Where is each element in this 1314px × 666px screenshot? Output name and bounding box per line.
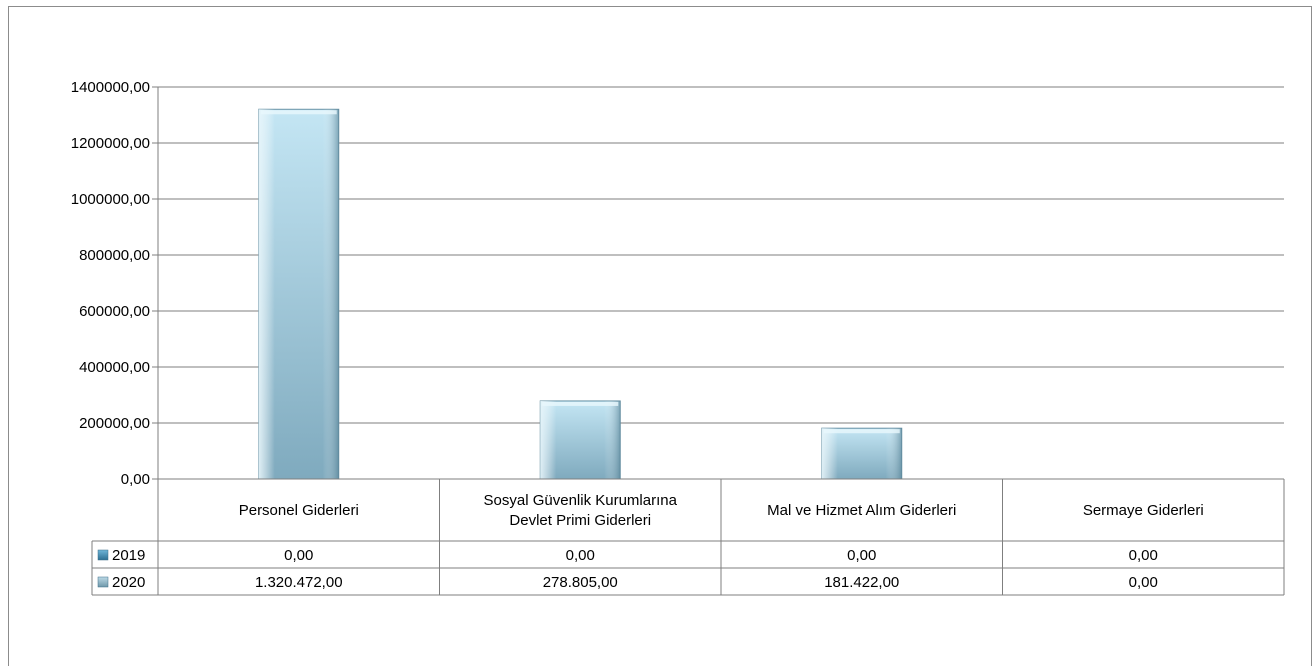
- bar-highlight: [823, 429, 900, 434]
- data-label: 0,00: [284, 547, 313, 564]
- y-tick-label: 1000000,00: [71, 191, 150, 208]
- data-label: 278.805,00: [543, 574, 618, 591]
- y-tick-label: 600000,00: [79, 303, 150, 320]
- bar-highlight: [260, 110, 337, 115]
- data-label: 0,00: [1129, 547, 1158, 564]
- category-label: Devlet Primi Giderleri: [509, 512, 651, 529]
- legend-key: [97, 549, 109, 561]
- y-tick-label: 1400000,00: [71, 79, 150, 96]
- bar-shading: [821, 428, 902, 479]
- data-label: 0,00: [1129, 574, 1158, 591]
- data-label: 0,00: [566, 547, 595, 564]
- bar: [258, 108, 340, 480]
- y-tick-label: 400000,00: [79, 359, 150, 376]
- category-label: Sermaye Giderleri: [1083, 502, 1204, 519]
- data-label: 0,00: [847, 547, 876, 564]
- bar: [821, 427, 903, 480]
- data-label: 1.320.472,00: [255, 574, 343, 591]
- category-label: Sosyal Güvenlik Kurumlarına: [484, 492, 678, 509]
- y-tick-label: 800000,00: [79, 247, 150, 264]
- y-tick-label: 200000,00: [79, 415, 150, 432]
- bar-highlight: [542, 401, 619, 406]
- bar: [539, 400, 621, 480]
- chart-frame: [8, 6, 1312, 666]
- legend-label: 2020: [112, 574, 145, 591]
- y-tick-label: 1200000,00: [71, 135, 150, 152]
- category-label: Mal ve Hizmet Alım Giderleri: [767, 502, 956, 519]
- y-tick-label: 0,00: [121, 471, 150, 488]
- category-label: Personel Giderleri: [239, 502, 359, 519]
- data-label: 181.422,00: [824, 574, 899, 591]
- legend-label: 2019: [112, 547, 145, 564]
- bar-shading: [258, 109, 339, 480]
- legend-key: [97, 576, 109, 588]
- bar-shading: [540, 400, 621, 479]
